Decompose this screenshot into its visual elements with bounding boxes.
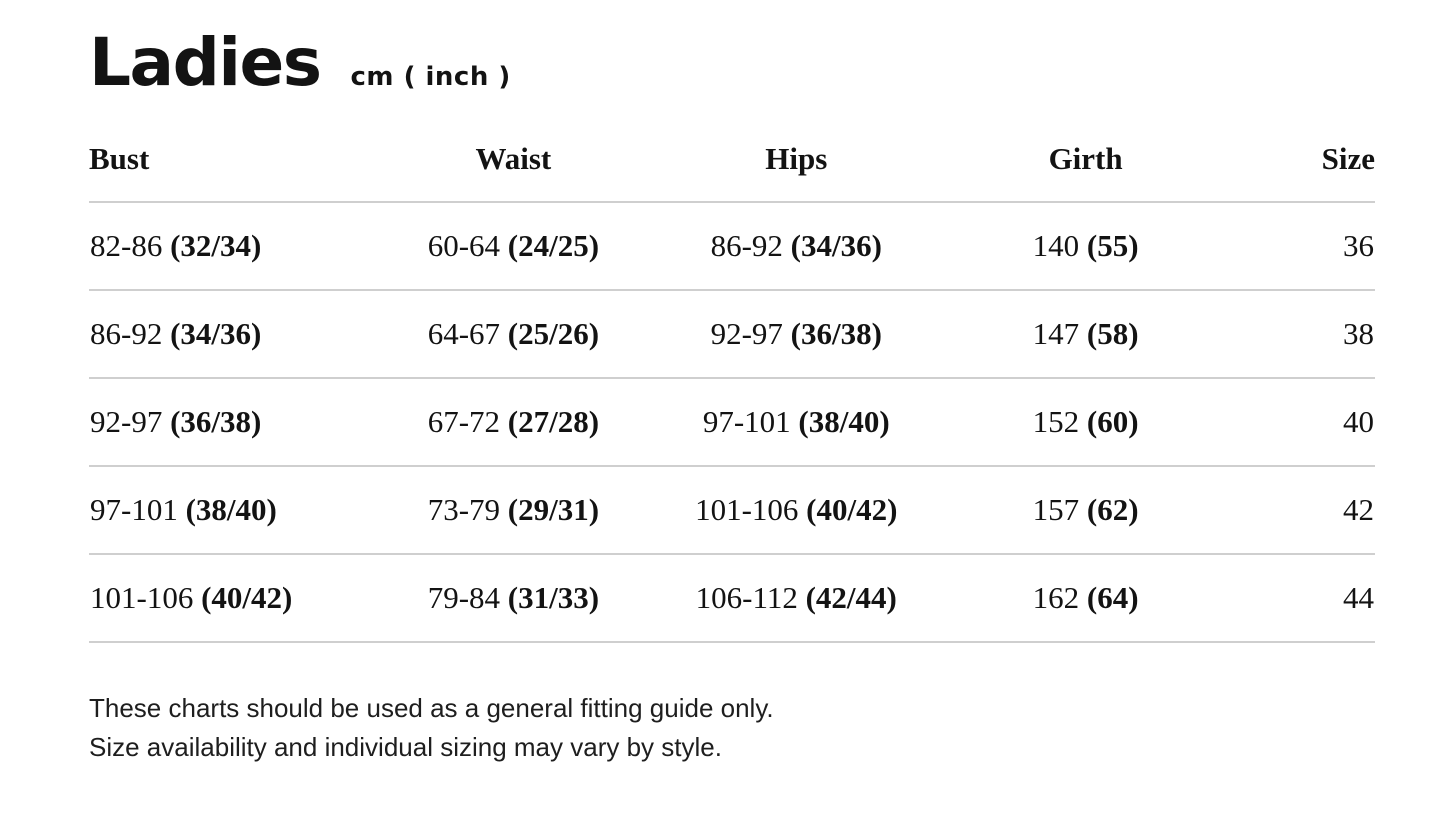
hips-cell: 106-112 (42/44) (654, 554, 938, 644)
cm-value: 140 (1032, 228, 1080, 264)
cm-value: 67-72 (427, 404, 501, 440)
inch-value: (34/36) (170, 316, 262, 352)
cm-value: 162 (1032, 580, 1080, 616)
inch-value: (38/40) (185, 492, 277, 528)
inch-value: (24/25) (507, 228, 600, 264)
table-row: 82-86 (32/34) 60-64 (24/25) 86-92 (34/36… (89, 202, 1375, 292)
table-row: 86-92 (34/36) 64-67 (25/26) 92-97 (36/38… (89, 290, 1375, 380)
waist-cell: 67-72 (27/28) (371, 378, 655, 468)
table-row: 97-101 (38/40) 73-79 (29/31) 101-106 (40… (89, 466, 1375, 556)
column-header-size: Size (1233, 141, 1375, 204)
girth-cell: 147 (58) (937, 290, 1234, 380)
inch-value: (27/28) (507, 404, 600, 440)
inch-value: (34/36) (790, 228, 882, 264)
hips-cell: 92-97 (36/38) (654, 290, 938, 380)
column-header-girth: Girth (937, 141, 1234, 204)
girth-cell: 152 (60) (937, 378, 1234, 468)
inch-value: (55) (1086, 228, 1139, 264)
inch-value: (38/40) (798, 404, 890, 440)
note-line: Size availability and individual sizing … (89, 732, 722, 763)
girth-cell: 140 (55) (937, 202, 1234, 292)
bust-cell: 92-97 (36/38) (89, 378, 372, 468)
cm-value: 101-106 (90, 580, 194, 616)
inch-value: (32/34) (170, 228, 262, 264)
cm-value: 79-84 (427, 580, 501, 616)
bust-cell: 101-106 (40/42) (89, 554, 372, 644)
size-cell: 44 (1233, 554, 1375, 644)
cm-value: 97-101 (702, 404, 791, 440)
fitting-guide-note: These charts should be used as a general… (89, 689, 1375, 767)
cm-value: 86-92 (710, 228, 783, 264)
size-table: Bust Waist Hips Girth Size 82-86 (32/34)… (89, 141, 1375, 644)
cm-value: 92-97 (710, 316, 783, 352)
cm-value: 106-112 (695, 580, 798, 616)
table-header-row: Bust Waist Hips Girth Size (89, 141, 1375, 204)
cm-value: 92-97 (90, 404, 163, 440)
hips-cell: 101-106 (40/42) (654, 466, 938, 556)
waist-cell: 73-79 (29/31) (371, 466, 655, 556)
inch-value: (42/44) (805, 580, 897, 616)
waist-cell: 60-64 (24/25) (371, 202, 655, 292)
waist-cell: 79-84 (31/33) (371, 554, 655, 644)
girth-cell: 162 (64) (937, 554, 1234, 644)
cm-value: 97-101 (90, 492, 178, 528)
hips-cell: 86-92 (34/36) (654, 202, 938, 292)
size-cell: 40 (1233, 378, 1375, 468)
table-row: 92-97 (36/38) 67-72 (27/28) 97-101 (38/4… (89, 378, 1375, 468)
column-header-bust: Bust (89, 141, 372, 204)
inch-value: (25/26) (507, 316, 600, 352)
inch-value: (64) (1086, 580, 1139, 616)
size-cell: 42 (1233, 466, 1375, 556)
size-cell: 36 (1233, 202, 1375, 292)
inch-value: (31/33) (507, 580, 600, 616)
note-line: These charts should be used as a general… (89, 693, 774, 724)
cm-value: 152 (1032, 404, 1080, 440)
page-title: Ladies (89, 24, 322, 101)
cm-value: 73-79 (427, 492, 501, 528)
table-row: 101-106 (40/42) 79-84 (31/33) 106-112 (4… (89, 554, 1375, 644)
inch-value: (58) (1086, 316, 1139, 352)
bust-cell: 97-101 (38/40) (89, 466, 372, 556)
unit-label: cm ( inch ) (350, 62, 511, 92)
column-header-waist: Waist (371, 141, 655, 204)
girth-cell: 157 (62) (937, 466, 1234, 556)
hips-cell: 97-101 (38/40) (654, 378, 938, 468)
inch-value: (36/38) (170, 404, 262, 440)
cm-value: 82-86 (90, 228, 163, 264)
cm-value: 157 (1032, 492, 1080, 528)
bust-cell: 86-92 (34/36) (89, 290, 372, 380)
cm-value: 60-64 (427, 228, 501, 264)
column-header-hips: Hips (654, 141, 938, 204)
inch-value: (62) (1086, 492, 1139, 528)
cm-value: 101-106 (695, 492, 799, 528)
inch-value: (60) (1086, 404, 1139, 440)
cm-value: 64-67 (427, 316, 501, 352)
inch-value: (29/31) (507, 492, 600, 528)
inch-value: (40/42) (201, 580, 293, 616)
page-header: Ladies cm ( inch ) (89, 24, 1375, 101)
bust-cell: 82-86 (32/34) (89, 202, 372, 292)
inch-value: (36/38) (790, 316, 882, 352)
inch-value: (40/42) (806, 492, 898, 528)
cm-value: 147 (1032, 316, 1080, 352)
waist-cell: 64-67 (25/26) (371, 290, 655, 380)
cm-value: 86-92 (90, 316, 163, 352)
size-cell: 38 (1233, 290, 1375, 380)
